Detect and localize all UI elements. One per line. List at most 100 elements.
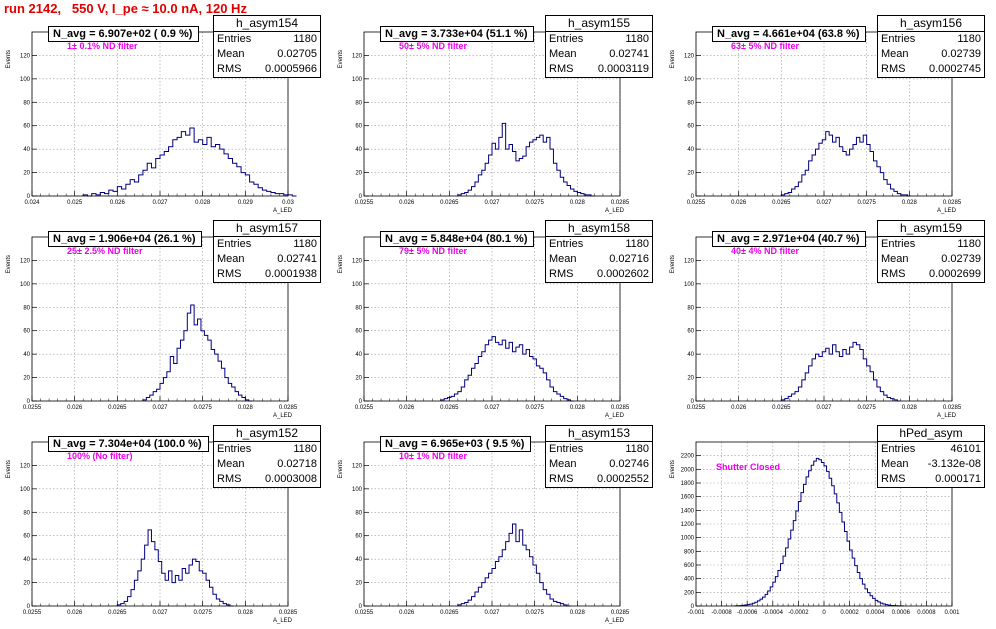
histogram-bin: [873, 380, 876, 401]
histogram-bin: [833, 142, 836, 196]
histogram-bin: [815, 149, 818, 196]
histogram-bin: [894, 191, 897, 196]
stats-entries-value: 1180: [293, 32, 317, 47]
histogram-bin: [271, 192, 275, 196]
x-tick-label: 0.026: [731, 405, 747, 411]
histogram-bin: [250, 182, 254, 196]
y-tick-label: 1200: [681, 522, 695, 528]
x-tick-label: 0.028: [238, 610, 254, 616]
y-axis-label: Events: [6, 50, 12, 68]
histogram-bin: [523, 545, 526, 606]
y-tick-label: 60: [355, 534, 362, 540]
x-tick-label: 0.0255: [687, 405, 706, 411]
histogram-bin: [208, 340, 211, 401]
stats-rms-value: 0.0005966: [265, 62, 317, 77]
histogram-bin: [526, 147, 529, 196]
x-tick-label: 0.0255: [23, 405, 42, 411]
histogram-bin: [802, 175, 805, 196]
filter-label: 63± 5% ND filter: [731, 41, 799, 52]
histogram-bin: [131, 590, 134, 606]
histogram-bin: [867, 144, 870, 196]
histogram-bin: [502, 123, 505, 196]
histogram-bin: [887, 397, 890, 401]
histogram-bin: [533, 565, 536, 606]
stats-rms-value: 0.0002552: [597, 472, 649, 487]
stats-mean-label: Mean: [549, 457, 577, 472]
histogram-bin: [174, 364, 177, 401]
histogram-bin: [153, 392, 156, 401]
x-tick-label: 0.0002: [840, 610, 859, 616]
histogram-bin: [877, 167, 880, 196]
histogram-bin: [798, 182, 801, 196]
y-tick-label: 60: [687, 124, 694, 130]
histogram-bin: [288, 195, 292, 196]
histogram-bin: [873, 598, 876, 606]
histogram-bin: [146, 397, 149, 401]
navg-label: N_avg = 6.965e+03 ( 9.5 %): [380, 436, 531, 452]
histogram-bin: [151, 542, 154, 606]
histogram-bin: [213, 594, 216, 606]
histogram-bin: [177, 348, 180, 401]
navg-label: N_avg = 3.733e+04 (51.1 %): [380, 26, 534, 42]
y-tick-label: 60: [355, 329, 362, 335]
histogram-bin: [547, 594, 550, 606]
histogram-bin: [843, 151, 846, 196]
y-tick-label: 80: [23, 100, 30, 106]
histogram-bin: [506, 149, 509, 196]
histogram-bin: [242, 397, 245, 401]
x-tick-label: 0.026: [67, 610, 83, 616]
stats-mean-label: Mean: [549, 252, 577, 267]
y-tick-label: 40: [355, 147, 362, 153]
histogram-bin: [489, 573, 492, 606]
histogram-bin: [241, 173, 245, 196]
histogram-bin: [113, 191, 117, 196]
histogram-bin: [801, 493, 804, 606]
histogram-bin: [540, 368, 543, 401]
stats-mean-value: 0.02746: [609, 457, 649, 472]
x-tick-label: 0.0255: [355, 405, 374, 411]
x-axis-label: A_LED: [273, 618, 293, 624]
histogram-bin: [516, 542, 519, 606]
histogram-bin: [489, 340, 492, 401]
histogram-bin: [814, 461, 817, 606]
histogram-bin: [863, 359, 866, 401]
histogram-bin: [530, 142, 533, 196]
stats-rms-value: 0.000171: [935, 472, 981, 487]
histogram-bin: [519, 159, 522, 196]
histogram-bin: [571, 189, 574, 196]
histogram-bin: [122, 189, 126, 196]
histogram-bin: [499, 137, 502, 196]
histogram-bin: [157, 389, 160, 401]
y-tick-label: 800: [684, 549, 695, 555]
histogram-bin: [495, 561, 498, 606]
histogram-bin: [560, 177, 563, 196]
histogram-bin: [850, 149, 853, 196]
x-tick-label: -0.0004: [763, 610, 784, 616]
x-tick-label: 0.028: [570, 610, 586, 616]
stats-rms-value: 0.0003119: [598, 62, 649, 77]
stats-rms-label: RMS: [217, 472, 241, 487]
histogram-bin: [855, 566, 858, 606]
histogram-bin: [262, 190, 266, 196]
filter-label: 10± 1% ND filter: [399, 451, 467, 462]
navg-label: N_avg = 6.907e+02 ( 0.9 %): [48, 26, 199, 42]
x-tick-label: 0.0265: [772, 200, 791, 206]
histogram-bin: [117, 187, 121, 196]
histogram-bin: [560, 396, 563, 401]
navg-label: N_avg = 5.848e+04 (80.1 %): [380, 231, 534, 247]
histogram-bin: [482, 583, 485, 606]
histogram-bin: [506, 348, 509, 401]
histogram-bin: [870, 596, 873, 606]
histogram-bin: [833, 345, 836, 401]
histogram-bin: [203, 573, 206, 606]
histogram-bin: [809, 471, 812, 606]
navg-label: N_avg = 7.304e+04 (100.0 %): [48, 436, 209, 452]
filter-label: 1± 0.1% ND filter: [67, 41, 137, 52]
histogram-bin: [228, 383, 231, 401]
